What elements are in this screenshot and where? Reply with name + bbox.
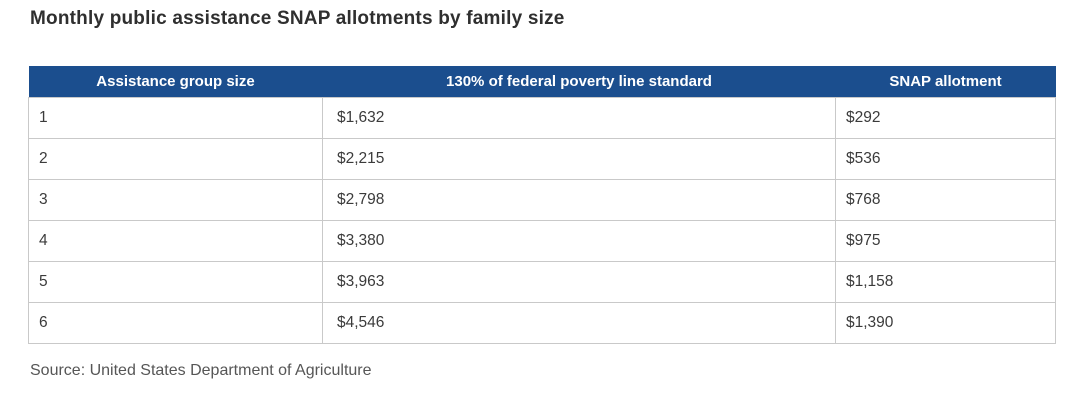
table-row: 1 $1,632 $292 <box>28 97 1056 139</box>
cell-snap-allotment: $1,158 <box>835 261 1056 303</box>
cell-poverty-line: $3,380 <box>322 220 836 262</box>
table-body: 1 $1,632 $292 2 $2,215 $536 3 $2,798 $76… <box>28 97 1056 344</box>
table-header: Assistance group size 130% of federal po… <box>28 66 1056 98</box>
cell-snap-allotment: $1,390 <box>835 302 1056 344</box>
source-note: Source: United States Department of Agri… <box>30 362 372 379</box>
cell-snap-allotment: $975 <box>835 220 1056 262</box>
col-header-group-size: Assistance group size <box>28 66 323 98</box>
table-row: 2 $2,215 $536 <box>28 138 1056 180</box>
page-container: Monthly public assistance SNAP allotment… <box>28 8 1056 379</box>
col-header-poverty-line: 130% of federal poverty line standard <box>322 66 836 98</box>
table-row: 6 $4,546 $1,390 <box>28 302 1056 344</box>
cell-snap-allotment: $536 <box>835 138 1056 180</box>
cell-poverty-line: $2,798 <box>322 179 836 221</box>
cell-poverty-line: $1,632 <box>322 97 836 139</box>
table-row: 4 $3,380 $975 <box>28 220 1056 262</box>
cell-poverty-line: $4,546 <box>322 302 836 344</box>
page-title: Monthly public assistance SNAP allotment… <box>30 8 565 29</box>
cell-snap-allotment: $768 <box>835 179 1056 221</box>
table-row: 5 $3,963 $1,158 <box>28 261 1056 303</box>
cell-group-size: 6 <box>28 302 323 344</box>
cell-poverty-line: $2,215 <box>322 138 836 180</box>
cell-group-size: 3 <box>28 179 323 221</box>
col-header-snap-allotment: SNAP allotment <box>835 66 1056 98</box>
snap-allotments-table: Assistance group size 130% of federal po… <box>28 66 1056 344</box>
cell-group-size: 4 <box>28 220 323 262</box>
cell-poverty-line: $3,963 <box>322 261 836 303</box>
cell-group-size: 2 <box>28 138 323 180</box>
header-row: Assistance group size 130% of federal po… <box>28 66 1056 98</box>
cell-group-size: 1 <box>28 97 323 139</box>
cell-group-size: 5 <box>28 261 323 303</box>
table-row: 3 $2,798 $768 <box>28 179 1056 221</box>
cell-snap-allotment: $292 <box>835 97 1056 139</box>
